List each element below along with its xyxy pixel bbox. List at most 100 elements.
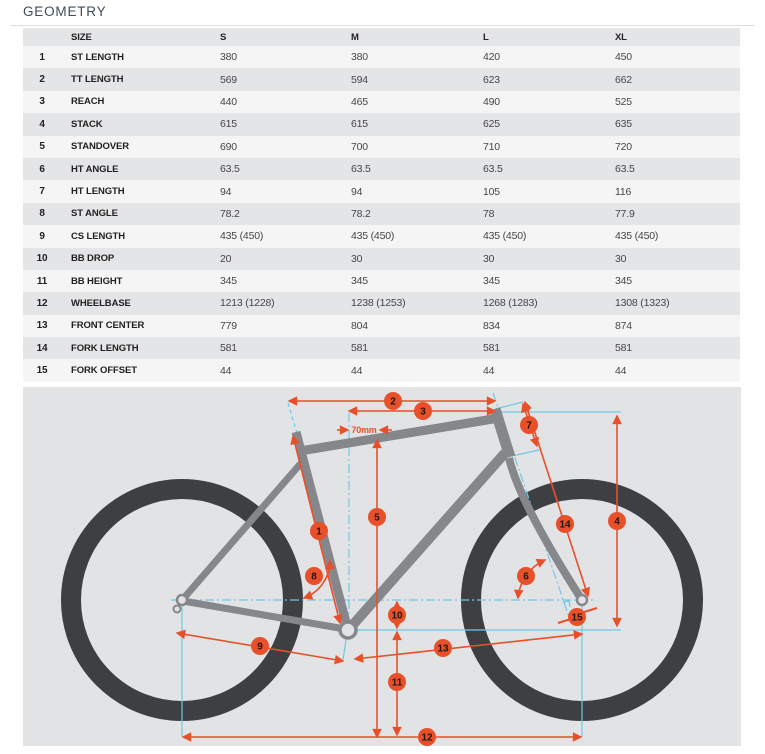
row-value: 30	[483, 252, 495, 265]
table-row: 13 FRONT CENTER 779 804 834 874	[23, 314, 740, 338]
row-value: 78.2	[220, 207, 240, 220]
row-value: 380	[351, 51, 368, 64]
table-row: 12 WHEELBASE 1213 (1228) 1238 (1253) 1268 (1…	[23, 292, 740, 315]
seat-stay	[180, 459, 305, 602]
row-value: 581	[220, 342, 237, 355]
table-row: 14 FORK LENGTH 581 581 581 581	[23, 337, 740, 360]
front-dropout	[575, 593, 589, 607]
row-value: 581	[483, 342, 500, 355]
marker-badge-5	[368, 507, 386, 526]
table-row: 2 TT LENGTH 569 594 623 662	[23, 68, 740, 91]
row-number: 6	[39, 163, 45, 175]
marker-badge-4	[608, 511, 626, 530]
marker-badge-label: 14	[559, 519, 571, 530]
table-row: 8 ST ANGLE 78.2 78.2 78 77.9	[23, 202, 740, 226]
row-value: 1213 (1228)	[220, 297, 275, 310]
row-value: 662	[615, 73, 632, 86]
row-value: 116	[615, 185, 632, 198]
row-value: 77.9	[615, 207, 635, 220]
marker-badge-label: 12	[421, 732, 433, 743]
top-tube	[299, 414, 494, 456]
row-label: FORK OFFSET	[71, 365, 137, 377]
table-row: 5 STANDOVER 690 700 710 720	[23, 135, 740, 158]
row-number: 15	[36, 365, 48, 377]
marker-badge-11	[388, 672, 406, 691]
row-value: 1238 (1253)	[351, 297, 406, 310]
marker-badge-12	[418, 727, 436, 746]
marker-badge-label: 4	[614, 516, 620, 527]
rear-dropout	[175, 593, 189, 607]
offset-70mm-label: 70mm	[351, 425, 376, 435]
row-value: 435 (450)	[615, 230, 659, 243]
row-value: 44	[351, 364, 363, 377]
row-value: 635	[615, 118, 632, 131]
row-label: HT ANGLE	[71, 163, 119, 175]
row-value: 345	[615, 275, 632, 288]
header-size-col: XL	[615, 31, 627, 43]
row-value: 63.5	[220, 163, 240, 176]
row-value: 525	[615, 95, 632, 108]
marker-badge-2	[384, 391, 402, 410]
row-value: 1268 (1283)	[483, 297, 538, 310]
row-value: 30	[615, 252, 627, 265]
marker-badge-label: 9	[257, 641, 263, 652]
table-row: 11 BB HEIGHT 345 345 345 345	[23, 269, 740, 293]
marker-badge-label: 7	[526, 420, 532, 431]
row-value: 78.2	[351, 207, 371, 220]
row-value: 710	[483, 140, 500, 153]
row-value: 690	[220, 140, 237, 153]
title-divider	[10, 25, 755, 26]
row-value: 834	[483, 319, 500, 332]
row-value: 581	[351, 342, 368, 355]
marker-badge-label: 1	[316, 526, 322, 537]
row-label: STANDOVER	[71, 141, 130, 153]
offset-corner-tick	[562, 600, 571, 607]
row-label: REACH	[71, 96, 105, 108]
row-value: 779	[220, 319, 237, 332]
geometry-table: SIZE S M L XL 1 ST LENGTH 380 380 420 450 2 TT LENGT…	[23, 28, 740, 382]
row-label: HT LENGTH	[71, 186, 125, 198]
row-value: 623	[483, 73, 500, 86]
derailleur-hanger	[172, 604, 182, 614]
marker-badge-label: 15	[571, 612, 583, 623]
row-value: 63.5	[351, 163, 371, 176]
geometry-diagram: 70mm 1 2 3 4 5 6 7 8 9 10 11 12 13 14 15	[23, 386, 741, 746]
row-value: 63.5	[615, 163, 635, 176]
marker-badge-label: 8	[311, 571, 317, 582]
marker-badge-7	[520, 415, 538, 434]
row-number: 8	[39, 208, 45, 220]
table-row: 4 STACK 615 615 625 635	[23, 113, 740, 136]
marker-badge-label: 13	[437, 643, 449, 654]
header-size-cell: SIZE	[71, 31, 92, 43]
row-label: BB DROP	[71, 253, 115, 265]
table-row: 10 BB DROP 20 30 30 30	[23, 247, 740, 270]
table-row: 9 CS LENGTH 435 (450) 435 (450) 435 (450) 435…	[23, 225, 740, 248]
row-number: 2	[39, 74, 45, 86]
dim-fork-length	[522, 400, 591, 598]
row-value: 1308 (1323)	[615, 297, 670, 310]
row-number: 11	[36, 275, 48, 287]
marker-badge-label: 2	[390, 396, 396, 407]
seat-axis-extension-line	[287, 402, 298, 434]
dim-st-angle-arc	[302, 559, 335, 600]
row-value: 44	[220, 364, 232, 377]
marker-badge-8	[305, 566, 323, 585]
table-row: 7 HT LENGTH 94 94 105 116	[23, 180, 740, 203]
row-value: 94	[220, 185, 232, 198]
row-value: 20	[220, 252, 232, 265]
row-number: 4	[39, 118, 45, 130]
row-value: 569	[220, 73, 237, 86]
row-value: 435 (450)	[351, 230, 395, 243]
table-row: 3 REACH 440 465 490 525	[23, 90, 740, 114]
row-label: ST LENGTH	[71, 51, 124, 63]
row-value: 345	[351, 275, 368, 288]
row-label: WHEELBASE	[71, 297, 131, 309]
row-number: 3	[39, 96, 45, 108]
head-bottom-tick	[511, 449, 540, 457]
row-label: STACK	[71, 118, 103, 130]
row-label: ST ANGLE	[71, 208, 118, 220]
row-number: 5	[39, 141, 45, 153]
